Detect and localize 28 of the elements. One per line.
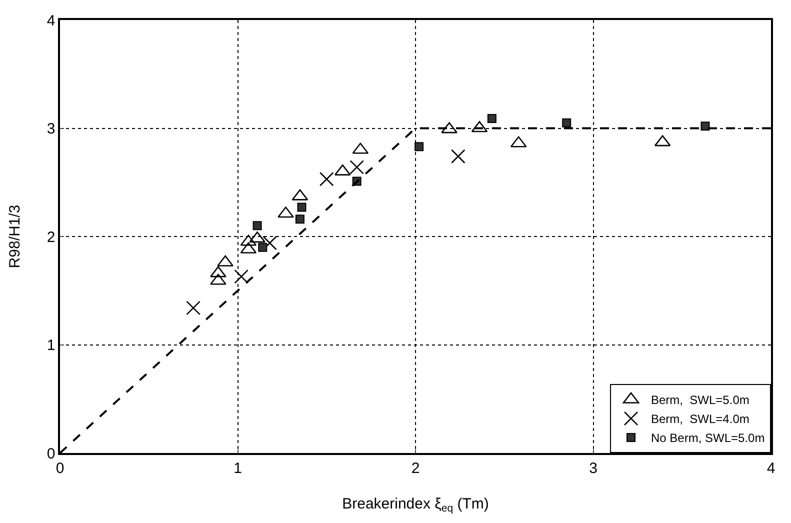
point [451, 149, 466, 164]
point [487, 114, 496, 124]
point [252, 221, 262, 230]
point [295, 214, 304, 224]
point [234, 269, 248, 284]
legend-label: Berm, SWL=5.0m [651, 393, 750, 408]
y-tick-label: 1 [46, 337, 56, 354]
point [186, 300, 200, 316]
y-axis-title: R98/H1/3 [6, 204, 24, 268]
legend-label: Berm, SWL=4.0m [651, 412, 750, 426]
point [258, 242, 268, 252]
point [297, 202, 306, 212]
point [414, 142, 424, 152]
point [700, 122, 710, 131]
y-tick-label: 2 [46, 228, 56, 246]
point [319, 172, 334, 186]
x-tick-label: 1 [234, 460, 242, 477]
point [350, 160, 364, 174]
y-tick-label: 3 [46, 120, 56, 138]
x-tick-label: 2 [411, 460, 420, 477]
x-axis-title: Breakerindex ξ$_{eq}$ (Tm) [342, 496, 489, 515]
legend-label: No Berm, SWL=5.0m [651, 431, 765, 446]
y-tick-label: 0 [46, 445, 56, 462]
y-tick-label: 4 [46, 12, 56, 30]
point [562, 118, 572, 128]
x-tick-label: 4 [766, 460, 776, 477]
point [262, 236, 277, 250]
x-tick-label: 3 [589, 460, 598, 477]
